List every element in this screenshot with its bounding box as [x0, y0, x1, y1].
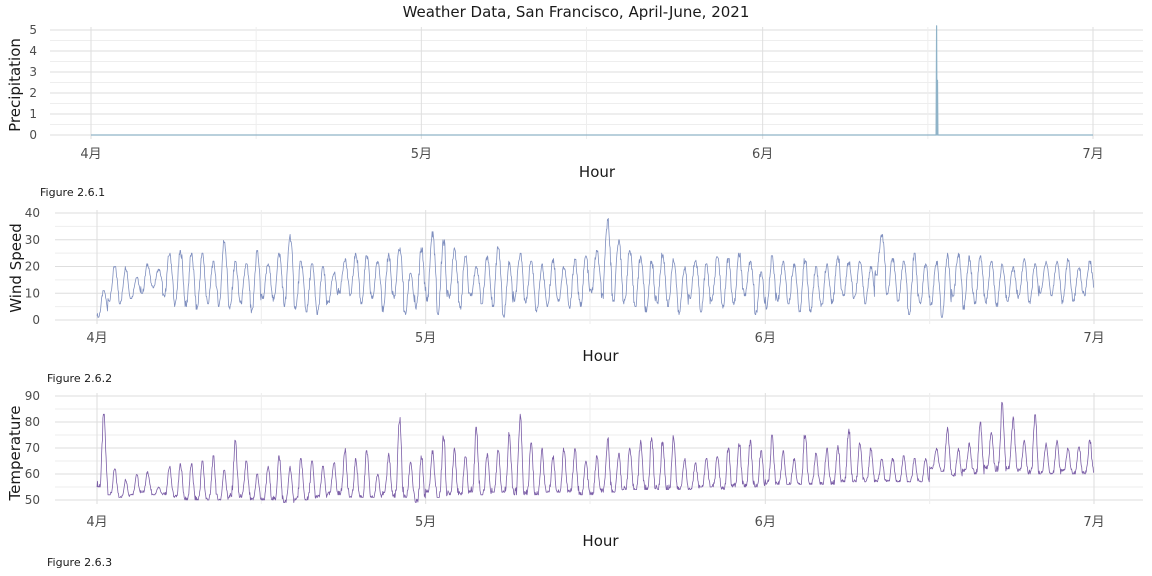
temperature-series-line: [96, 401, 1094, 504]
temperature-xtick-label: 4月: [86, 515, 107, 530]
temperature-ytick-label: 70: [25, 441, 40, 455]
wind-speed-ytick-label: 40: [25, 206, 40, 220]
precipitation-ytick-label: 2: [29, 86, 37, 100]
wind-speed-xtick-label: 5月: [415, 331, 436, 346]
wind-speed-series-line: [96, 217, 1094, 318]
temperature-ytick-label: 60: [25, 467, 40, 481]
precipitation-ytick-label: 1: [29, 107, 37, 121]
precipitation-x-axis-label: Hour: [579, 163, 616, 181]
precipitation-y-axis-label: Precipitation: [6, 38, 24, 132]
precipitation-ytick-label: 5: [29, 23, 37, 37]
caption-wind-speed: Figure 2.6.2: [47, 372, 113, 385]
wind-speed-xtick-label: 7月: [1083, 331, 1104, 346]
precipitation-xtick-label: 4月: [80, 147, 101, 162]
wind-speed-ytick-label: 20: [25, 260, 40, 274]
wind-speed-ytick-label: 10: [25, 286, 40, 300]
temperature-ytick-label: 90: [25, 389, 40, 403]
temperature-x-axis-label: Hour: [582, 532, 619, 550]
wind-speed-xtick-label: 4月: [86, 331, 107, 346]
precipitation-xtick-label: 5月: [411, 147, 432, 162]
wind-speed-ytick-label: 30: [25, 233, 40, 247]
wind-speed-ytick-label: 0: [32, 313, 40, 327]
precipitation-series-line: [91, 25, 1093, 136]
temperature-ytick-label: 80: [25, 415, 40, 429]
precipitation-ytick-label: 0: [29, 128, 37, 142]
temperature-y-axis-label: Temperature: [6, 405, 24, 501]
wind-speed-y-axis-label: Wind Speed: [7, 223, 25, 313]
wind-speed-xtick-label: 6月: [755, 331, 776, 346]
temperature-ytick-label: 50: [25, 493, 40, 507]
temperature-xtick-label: 7月: [1083, 515, 1104, 530]
temperature-xtick-label: 5月: [415, 515, 436, 530]
chart-title: Weather Data, San Francisco, April-June,…: [402, 3, 750, 21]
caption-precipitation: Figure 2.6.1: [40, 186, 106, 199]
precipitation-ytick-label: 4: [29, 44, 37, 58]
temperature-xtick-label: 6月: [755, 515, 776, 530]
wind-speed-x-axis-label: Hour: [582, 347, 619, 365]
caption-temperature: Figure 2.6.3: [47, 556, 113, 569]
precipitation-ytick-label: 3: [29, 65, 37, 79]
precipitation-xtick-label: 6月: [752, 147, 773, 162]
precipitation-xtick-label: 7月: [1082, 147, 1103, 162]
